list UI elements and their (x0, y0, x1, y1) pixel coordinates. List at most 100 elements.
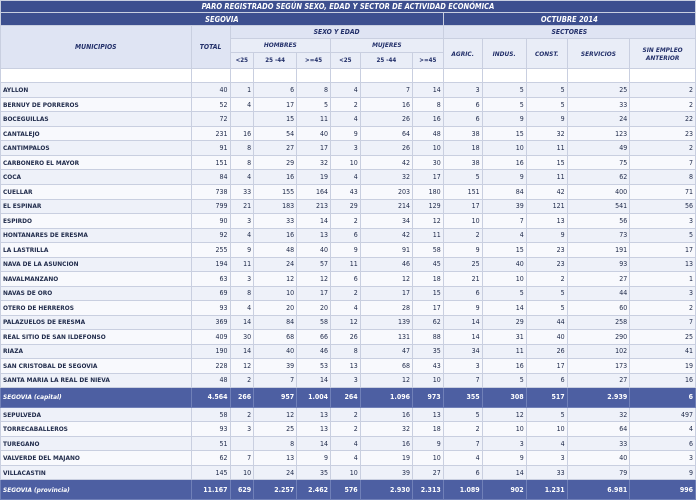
cell-value: 17 (411, 300, 444, 316)
cell-value: 799 (190, 198, 231, 214)
cell-value: 1.089 (442, 479, 483, 500)
cell-value: 44 (525, 314, 568, 331)
cell-value: 9 (481, 169, 527, 185)
table-row: SANTA MARIA LA REAL DE NIEVA 48 2 7 14 3 12 10 7… (0, 372, 696, 389)
hombres-age-under25: <25 (229, 51, 255, 69)
cell-value: 517 (525, 387, 568, 408)
cell-value: 4 (329, 82, 361, 98)
cell-value: 3 (629, 213, 696, 229)
municipio-name: SEGOVIA (provincia) (0, 479, 192, 500)
table-row: BERNUY DE PORREROS 52 4 17 5 2 16 8 6 5 5 33 2 (0, 96, 696, 113)
cell-value: 10 (411, 140, 444, 156)
cell-value: 47 (359, 343, 413, 360)
cell-value: 11 (296, 111, 331, 127)
cell-value: 64 (359, 125, 413, 142)
cell-value: 84 (481, 184, 527, 200)
cell-value: 93 (566, 256, 631, 273)
cell-value: 5 (481, 372, 527, 389)
cell-value: 369 (190, 314, 231, 331)
cell-value: 266 (229, 387, 255, 408)
municipio-name: LA LASTRILLA (0, 242, 192, 258)
cell-value: 4 (525, 435, 568, 452)
hombres-age-45plus: >=45 (296, 51, 331, 69)
cell-value: 6 (442, 111, 483, 127)
cell-value: 213 (296, 198, 331, 214)
cell-value: 72 (190, 111, 231, 127)
cell-value: 93 (190, 300, 231, 316)
cell-value: 957 (253, 387, 298, 408)
cell-value: 19 (629, 358, 696, 374)
sectores-header: SECTORES (442, 24, 696, 40)
cell-value: 46 (296, 343, 331, 360)
cell-value: 2 (329, 96, 361, 113)
cell-value: 42 (525, 184, 568, 200)
cell-value: 40 (525, 329, 568, 345)
cell-value: 71 (629, 184, 696, 200)
table-row: HONTANARES DE ERESMA 92 4 16 13 6 42 11 2 4 9 73 5 (0, 227, 696, 244)
cell-value: 60 (566, 300, 631, 316)
cell-value: 4 (329, 111, 361, 127)
cell-value: 102 (566, 343, 631, 360)
cell-value: 28 (359, 300, 413, 316)
cell-value: 41 (629, 343, 696, 360)
cell-value: 17 (296, 285, 331, 302)
municipio-name: CUELLAR (0, 184, 192, 200)
cell-value: 91 (190, 140, 231, 156)
cell-value: 73 (566, 227, 631, 244)
municipio-name: BERNUY DE PORREROS (0, 96, 192, 113)
cell-value: 5 (525, 285, 568, 302)
cell-value: 290 (566, 329, 631, 345)
cell-value: 16 (359, 406, 413, 423)
cell-value: 7 (359, 82, 413, 98)
cell-value: 11.167 (190, 479, 231, 500)
cell-value: 4 (629, 421, 696, 437)
cell-value: 25 (253, 421, 298, 437)
cell-value: 10 (229, 464, 255, 481)
cell-value: 40 (481, 256, 527, 273)
cell-value: 20 (253, 300, 298, 316)
cell-value: 9 (525, 111, 568, 127)
cell-value: 15 (253, 111, 298, 127)
cell-value: 2 (229, 372, 255, 389)
cell-value: 11 (229, 256, 255, 273)
mujeres-age-under25: <25 (329, 51, 361, 69)
cell-value: 173 (566, 358, 631, 374)
table-row: COCA 84 4 16 19 4 32 17 5 9 11 62 8 (0, 169, 696, 185)
cell-value: 32 (359, 421, 413, 437)
cell-value: 4.564 (190, 387, 231, 408)
cell-value: 18 (411, 421, 444, 437)
cell-value: 191 (566, 242, 631, 258)
cell-value: 5 (481, 96, 527, 113)
cell-value: 8 (411, 96, 444, 113)
cell-value: 40 (190, 82, 231, 98)
cell-value: 30 (229, 329, 255, 345)
cell-value: 24 (253, 256, 298, 273)
cell-value: 4 (481, 227, 527, 244)
cell-value: 7 (253, 372, 298, 389)
cell-value: 145 (190, 464, 231, 481)
cell-value: 16 (359, 96, 413, 113)
cell-value: 14 (442, 314, 483, 331)
cell-value: 14 (229, 314, 255, 331)
municipio-name: OTERO DE HERREROS (0, 300, 192, 316)
cell-value: 203 (359, 184, 413, 200)
cell-value: 4 (329, 435, 361, 452)
cell-value: 16 (253, 227, 298, 244)
cell-value: 17 (525, 358, 568, 374)
cell-value: 9 (629, 464, 696, 481)
cell-value: 3 (229, 213, 255, 229)
cell-value: 31 (481, 329, 527, 345)
cell-value: 39 (481, 198, 527, 214)
cell-value: 9 (481, 450, 527, 466)
cell-value (229, 111, 255, 127)
table-row: CUELLAR 738 33 155 164 43 203 180 151 84 42 400 71 (0, 184, 696, 200)
cell-value: 3 (329, 372, 361, 389)
cell-value: 15 (411, 285, 444, 302)
sector-servicios-header: SERVICIOS (566, 38, 631, 69)
municipio-name: RIAZA (0, 343, 192, 360)
cell-value: 2.930 (359, 479, 413, 500)
cell-value: 8 (229, 154, 255, 171)
table-row: VILLACASTIN 145 10 24 35 10 39 27 6 14 33 79 9 (0, 464, 696, 481)
cell-value: 42 (359, 227, 413, 244)
cell-value: 14 (481, 300, 527, 316)
